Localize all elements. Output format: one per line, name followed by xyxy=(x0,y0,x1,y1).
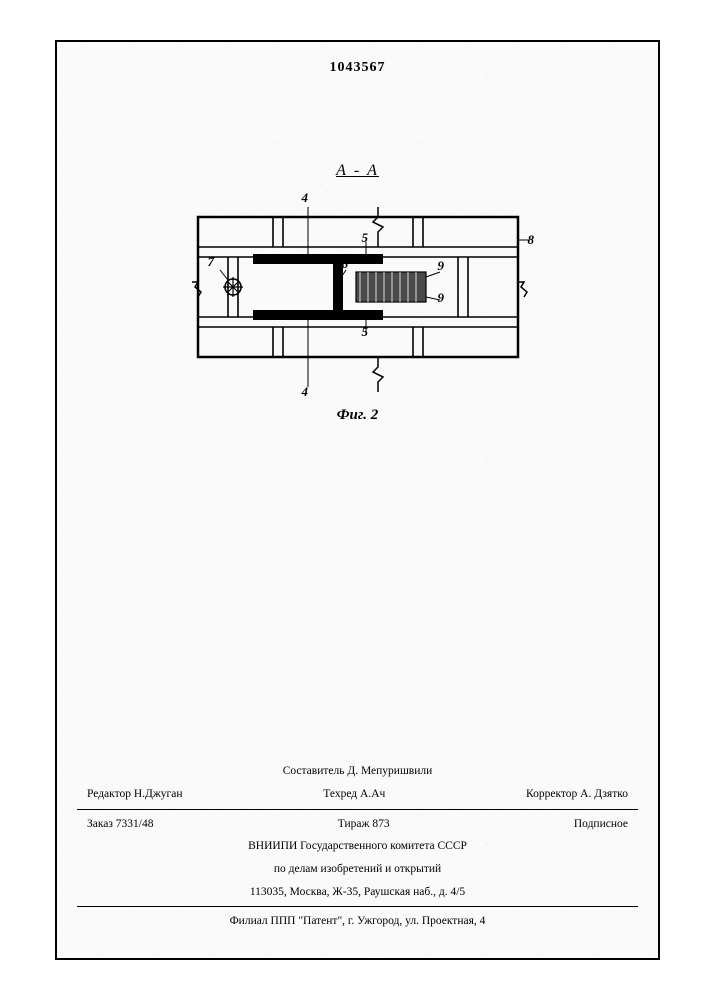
editor: Редактор Н.Джуган xyxy=(87,786,183,803)
figure-caption: Фиг. 2 xyxy=(337,407,378,424)
branch: Филиал ППП "Патент", г. Ужгород, ул. Про… xyxy=(230,913,486,930)
org-line-2: по делам изобретений и открытий xyxy=(77,858,638,881)
credits-row: Редактор Н.Джуган Техред А.Ач Корректор … xyxy=(77,783,638,806)
callout-5-top: 5 xyxy=(362,230,369,246)
section-label: А - А xyxy=(336,162,379,180)
callout-5-bottom: 5 xyxy=(362,324,369,340)
callout-9-bottom: 9 xyxy=(438,290,445,306)
callout-4-top: 4 xyxy=(302,190,309,206)
corrector: Корректор А. Дзятко xyxy=(526,786,628,803)
print-row: Заказ 7331/48 Тираж 873 Подписное xyxy=(77,813,638,836)
diagram-svg xyxy=(178,192,538,402)
page-border: 1043567 А - А xyxy=(55,40,660,960)
tirazh: Тираж 873 xyxy=(338,816,390,833)
callout-9-top: 9 xyxy=(438,258,445,274)
divider-1 xyxy=(77,809,638,810)
order-number: Заказ 7331/48 xyxy=(87,816,154,833)
callout-7: 7 xyxy=(208,254,215,270)
org1: ВНИИПИ Государственного комитета СССР xyxy=(248,838,467,855)
document-number: 1043567 xyxy=(330,60,386,76)
branch-line: Филиал ППП "Патент", г. Ужгород, ул. Про… xyxy=(77,910,638,933)
divider-2 xyxy=(77,906,638,907)
callout-6: 6 xyxy=(342,256,349,272)
org-line-3: 113035, Москва, Ж-35, Раушская наб., д. … xyxy=(77,881,638,904)
imprint-block: Составитель Д. Мепуришвили Редактор Н.Дж… xyxy=(77,760,638,933)
callout-4-bottom: 4 xyxy=(302,384,309,400)
org2: по делам изобретений и открытий xyxy=(274,861,441,878)
subscription: Подписное xyxy=(574,816,628,833)
callout-8: 8 xyxy=(528,232,535,248)
techred: Техред А.Ач xyxy=(323,786,385,803)
compiler-row: Составитель Д. Мепуришвили xyxy=(77,760,638,783)
org-line-1: ВНИИПИ Государственного комитета СССР xyxy=(77,835,638,858)
figure-2: 4 4 5 5 6 7 8 9 9 xyxy=(178,192,538,402)
compiler: Составитель Д. Мепуришвили xyxy=(283,763,433,780)
org3: 113035, Москва, Ж-35, Раушская наб., д. … xyxy=(250,884,465,901)
